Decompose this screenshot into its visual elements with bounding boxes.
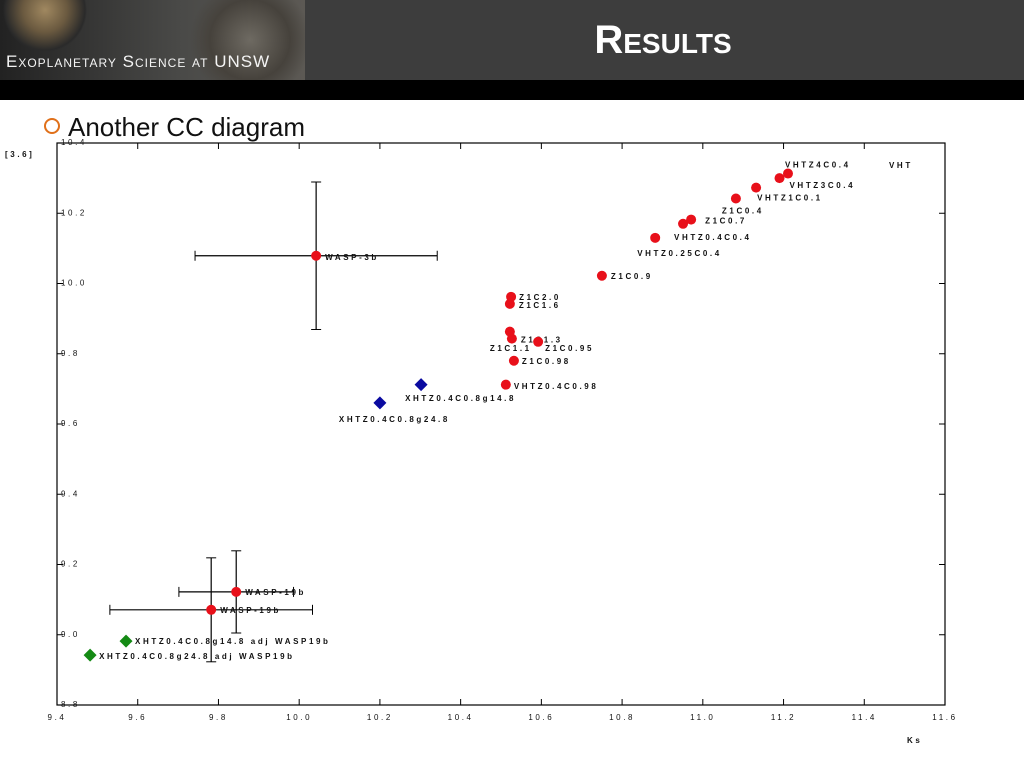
- point-label: XHTZ0.4C0.8g14.8: [405, 394, 516, 403]
- x-tick-label: 11.6: [932, 713, 957, 722]
- point-label: XHTZ0.4C0.8g24.8 adj WASP19b: [99, 652, 295, 661]
- point: [686, 214, 697, 225]
- x-tick-label: 10.2: [367, 713, 393, 722]
- point: [650, 232, 661, 243]
- x-tick-label: 11.2: [771, 713, 796, 722]
- point-label: WASP-19b: [245, 588, 306, 597]
- y-tick-label: 9.4: [61, 489, 80, 498]
- point: [730, 193, 741, 204]
- bullet: Another CC diagram: [44, 112, 305, 143]
- y-tick-label: 9.8: [61, 349, 80, 358]
- point-label: XHTZ0.4C0.8g24.8: [339, 415, 450, 424]
- point-label: VHTZ0.4C0.98: [514, 382, 599, 391]
- point-label: Z1C0.95: [545, 344, 594, 353]
- point-label: WASP-19b: [220, 606, 281, 615]
- slide-title: Results: [594, 18, 732, 62]
- point-label: Z1C0.9: [611, 272, 653, 281]
- point-label: Z1C2.0: [519, 293, 561, 302]
- point: [311, 250, 322, 261]
- bullet-text: Another CC diagram: [68, 112, 305, 142]
- x-tick-label: 9.8: [209, 713, 228, 722]
- point: [774, 173, 785, 184]
- point: [500, 379, 511, 390]
- logo: Exoplanetary Science at UNSW: [0, 0, 305, 80]
- header-bar: [0, 80, 1024, 100]
- logo-text: Exoplanetary Science at UNSW: [6, 52, 271, 71]
- x-tick-label: 10.0: [286, 713, 312, 722]
- point-label: Z1C0.7: [705, 217, 747, 226]
- x-tick-label: 9.6: [128, 713, 147, 722]
- point-label: Z1C1.1: [490, 344, 532, 353]
- chart: 9.4 9.6 9.8 10.0 10.2 10.4 10.6 10.8 11.0 11.2 11.…: [5, 138, 957, 745]
- x-tick-label: 10.8: [609, 713, 635, 722]
- y-tick-label: 10.2: [61, 208, 87, 217]
- point: [119, 634, 133, 648]
- point-label: Z1C0.4: [722, 207, 764, 216]
- point: [596, 270, 607, 281]
- point: [508, 355, 519, 366]
- x-tick-label: 11.0: [690, 713, 715, 722]
- x-tick-label: 10.4: [448, 713, 474, 722]
- bullet-icon: [44, 118, 60, 134]
- plot-frame: [56, 142, 946, 706]
- point-label: XHTZ0.4C0.8g14.8 adj WASP19b: [135, 637, 331, 646]
- y-tick-label: 9.0: [61, 630, 80, 639]
- point: [373, 396, 387, 410]
- y-tick-label: 9.6: [61, 419, 80, 428]
- point: [504, 298, 515, 309]
- point: [533, 336, 544, 347]
- x-tick-label: 10.6: [528, 713, 554, 722]
- point: [414, 378, 428, 392]
- header: Exoplanetary Science at UNSW Results: [0, 0, 1024, 80]
- y-tick-label: 9.2: [61, 560, 80, 569]
- point: [83, 648, 97, 662]
- point: [751, 182, 762, 193]
- y-tick-label: 10.0: [61, 279, 87, 288]
- y-tick-label: 8.8: [61, 700, 80, 709]
- point-label: VHTZ4C0.4: [785, 161, 851, 170]
- x-tick-label: 9.4: [48, 713, 67, 722]
- point-label: VHTZ1C0.1: [757, 194, 823, 203]
- y-tick-label: 10.4: [61, 138, 87, 147]
- point-label: WASP-3b: [325, 253, 379, 262]
- x-axis-title: Ks: [907, 736, 922, 745]
- point-label: VHTZ3C0.4: [790, 181, 856, 190]
- y-axis-title: [3.6]: [5, 150, 34, 159]
- point-label: VHTZ0.25C0.4: [637, 249, 722, 258]
- legend-label: VHT: [889, 161, 913, 170]
- point-label: Z1C1.6: [519, 301, 561, 310]
- point-label: VHTZ0.4C0.4: [674, 233, 752, 242]
- point: [231, 586, 242, 597]
- point: [506, 333, 517, 344]
- point: [782, 168, 793, 179]
- point-label: Z1C0.98: [522, 357, 571, 366]
- point: [206, 604, 217, 615]
- point: [678, 218, 689, 229]
- x-tick-label: 11.4: [852, 713, 877, 722]
